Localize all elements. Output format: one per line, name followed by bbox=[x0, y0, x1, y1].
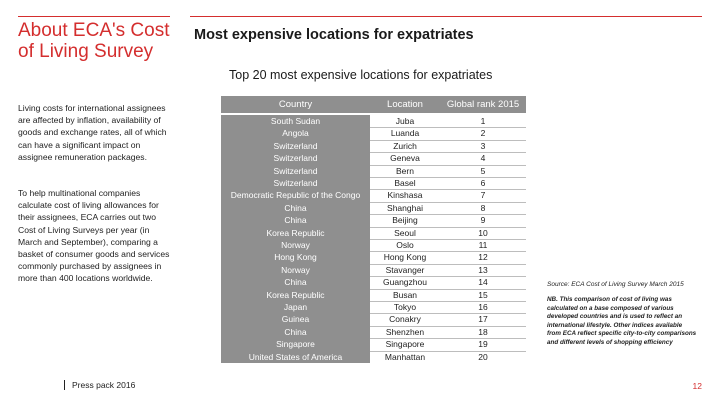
row-country: Democratic Republic of the Congo bbox=[221, 189, 370, 202]
row-location: Oslo bbox=[396, 240, 414, 250]
row-divider bbox=[370, 301, 526, 302]
row-country: Norway bbox=[221, 263, 370, 277]
row-rank: 9 bbox=[480, 215, 486, 226]
row-divider bbox=[370, 276, 526, 278]
row-divider bbox=[370, 214, 526, 216]
source-note: Source: ECA Cost of Living Survey March … bbox=[547, 281, 684, 288]
row-rank: 10 bbox=[478, 227, 488, 238]
row-country: Switzerland bbox=[221, 152, 370, 165]
row-rank: 20 bbox=[478, 351, 488, 362]
row-divider bbox=[370, 152, 526, 154]
methodology-note: NB. This comparison of cost of living wa… bbox=[547, 296, 697, 346]
row-location: Tokyo bbox=[393, 302, 417, 312]
table-title: Top 20 most expensive locations for expa… bbox=[229, 68, 493, 82]
row-rank: 11 bbox=[478, 240, 488, 250]
row-rank: 4 bbox=[480, 153, 486, 164]
row-divider bbox=[370, 338, 526, 340]
header-country: Country bbox=[221, 96, 370, 113]
row-location: Zurich bbox=[393, 140, 417, 151]
row-location: Conakry bbox=[389, 314, 421, 325]
row-divider bbox=[370, 251, 526, 253]
row-rank: 7 bbox=[480, 190, 486, 201]
row-rank: 5 bbox=[480, 165, 486, 176]
row-divider bbox=[370, 177, 526, 178]
row-rank: 12 bbox=[478, 252, 488, 263]
row-divider bbox=[370, 226, 526, 228]
row-rank: 19 bbox=[478, 339, 488, 350]
row-divider bbox=[370, 313, 526, 315]
footer-text: Press pack 2016 bbox=[72, 380, 136, 390]
row-country: Singapore bbox=[221, 338, 370, 351]
row-location: Seoul bbox=[394, 227, 416, 238]
sidebar-title: About ECA's Cost of Living Survey bbox=[18, 20, 170, 62]
row-location: Geneva bbox=[390, 153, 420, 164]
row-country: Switzerland bbox=[221, 139, 370, 153]
row-location: Bern bbox=[396, 165, 414, 176]
row-country: Switzerland bbox=[221, 164, 370, 177]
row-divider bbox=[370, 239, 526, 240]
row-country: China bbox=[221, 325, 370, 339]
row-rank: 13 bbox=[478, 264, 488, 275]
row-divider bbox=[370, 139, 526, 141]
page-number: 12 bbox=[692, 381, 702, 391]
page-title: Most expensive locations for expatriates bbox=[194, 27, 474, 43]
row-country: Switzerland bbox=[221, 177, 370, 190]
row-country: Korea Republic bbox=[221, 226, 370, 239]
row-divider bbox=[370, 127, 526, 129]
row-country: China bbox=[221, 201, 370, 215]
row-location: Shenzhen bbox=[385, 326, 425, 337]
row-rank: 16 bbox=[478, 302, 488, 312]
row-location: Busan bbox=[392, 289, 418, 300]
row-rank: 15 bbox=[478, 289, 488, 300]
row-country: South Sudan bbox=[221, 115, 370, 128]
row-country: Norway bbox=[221, 239, 370, 252]
row-location: Singapore bbox=[385, 339, 425, 350]
row-rank: 14 bbox=[478, 277, 488, 288]
row-rank: 17 bbox=[478, 314, 488, 325]
row-location: Juba bbox=[395, 116, 415, 126]
header-rank: Global rank 2015 bbox=[440, 96, 526, 113]
row-rank: 8 bbox=[480, 202, 486, 213]
main-rule bbox=[190, 16, 702, 17]
row-rank: 3 bbox=[480, 140, 486, 151]
row-country: Japan bbox=[221, 301, 370, 314]
row-country: Guinea bbox=[221, 313, 370, 326]
row-location: Luanda bbox=[390, 128, 420, 139]
row-rank: 18 bbox=[478, 326, 488, 337]
row-location: Basel bbox=[394, 178, 416, 188]
row-divider bbox=[370, 263, 526, 265]
row-location: Shanghai bbox=[387, 202, 423, 213]
sidebar-paragraph-1: Living costs for international assignees… bbox=[18, 103, 167, 162]
row-divider bbox=[370, 288, 526, 290]
row-rank: 1 bbox=[480, 116, 486, 126]
row-country: Hong Kong bbox=[221, 251, 370, 264]
row-location: Kinshasa bbox=[387, 190, 423, 201]
footer-divider bbox=[64, 380, 65, 390]
row-location: Stavanger bbox=[385, 264, 425, 275]
row-divider bbox=[370, 201, 526, 203]
row-country: China bbox=[221, 276, 370, 289]
row-country: Angola bbox=[221, 127, 370, 140]
row-location: Guangzhou bbox=[383, 277, 427, 288]
row-location: Manhattan bbox=[384, 351, 426, 362]
row-rank: 2 bbox=[480, 128, 486, 139]
row-location: Beijing bbox=[392, 215, 418, 226]
row-rank: 6 bbox=[480, 178, 486, 188]
row-divider bbox=[370, 189, 526, 191]
row-divider bbox=[370, 325, 526, 327]
row-country: United States of America bbox=[221, 350, 370, 363]
header-location: Location bbox=[370, 96, 440, 113]
sidebar-rule bbox=[18, 16, 170, 17]
sidebar-paragraph-2: To help multinational companies calculat… bbox=[18, 188, 170, 284]
row-divider bbox=[370, 164, 526, 166]
row-location: Hong Kong bbox=[383, 252, 427, 263]
row-country: Korea Republic bbox=[221, 288, 370, 301]
row-divider bbox=[370, 350, 526, 352]
row-country: China bbox=[221, 214, 370, 227]
